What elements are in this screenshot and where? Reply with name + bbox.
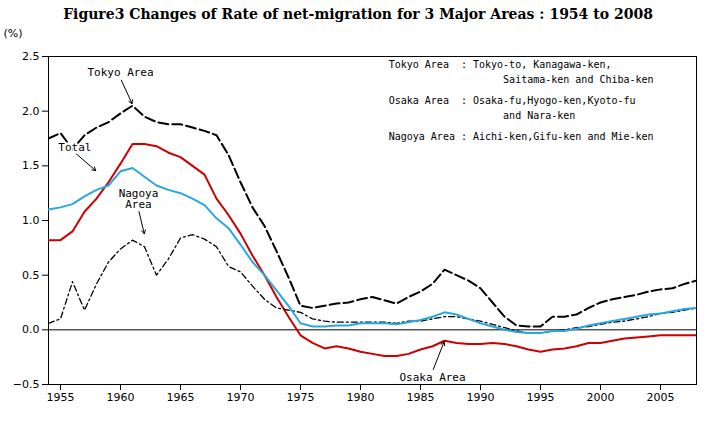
svg-text:1.5: 1.5 bbox=[22, 159, 40, 172]
svg-text:2.5: 2.5 bbox=[22, 50, 40, 63]
svg-text:and Nara-ken: and Nara-ken bbox=[389, 110, 576, 121]
svg-text:Osaka Area : Osaka-fu,Hyogo-k: Osaka Area : Osaka-fu,Hyogo-ken,Kyoto-fu bbox=[389, 95, 636, 106]
svg-text:Nagoya Area : Aichi-ken,Gifu-k: Nagoya Area : Aichi-ken,Gifu-ken and Mie… bbox=[389, 131, 654, 142]
svg-text:NagoyaArea: NagoyaArea bbox=[119, 187, 159, 211]
html-text:Figure3 Changes of Rate of net: Figure3 Changes of Rate of net-migration… bbox=[63, 6, 653, 22]
svg-text:Saitama-ken and Chiba-ken: Saitama-ken and Chiba-ken bbox=[389, 74, 654, 85]
svg-text:1955: 1955 bbox=[47, 391, 75, 404]
svg-text:2000: 2000 bbox=[587, 391, 615, 404]
svg-text:2005: 2005 bbox=[647, 391, 675, 404]
svg-text:1975: 1975 bbox=[287, 391, 315, 404]
svg-text:2.0: 2.0 bbox=[22, 105, 40, 118]
svg-text:0.0: 0.0 bbox=[22, 323, 40, 336]
svg-text:1985: 1985 bbox=[407, 391, 435, 404]
svg-text:1.0: 1.0 bbox=[22, 214, 40, 227]
svg-text:1965: 1965 bbox=[167, 391, 195, 404]
svg-text:Tokyo Area: Tokyo Area bbox=[87, 66, 153, 79]
svg-text:Tokyo Area : Tokyo-to, Kanaga: Tokyo Area : Tokyo-to, Kanagawa-ken, bbox=[389, 59, 612, 70]
svg-text:1990: 1990 bbox=[467, 391, 495, 404]
svg-text:Osaka Area: Osaka Area bbox=[399, 371, 465, 384]
svg-text:1960: 1960 bbox=[107, 391, 135, 404]
svg-text:1980: 1980 bbox=[347, 391, 375, 404]
svg-text:1995: 1995 bbox=[527, 391, 555, 404]
svg-text:−0.5: −0.5 bbox=[13, 378, 40, 391]
svg-text:1970: 1970 bbox=[227, 391, 255, 404]
svg-text:0.5: 0.5 bbox=[22, 269, 40, 282]
svg-text:Total: Total bbox=[58, 141, 91, 154]
svg-text:(%): (%) bbox=[4, 27, 23, 40]
